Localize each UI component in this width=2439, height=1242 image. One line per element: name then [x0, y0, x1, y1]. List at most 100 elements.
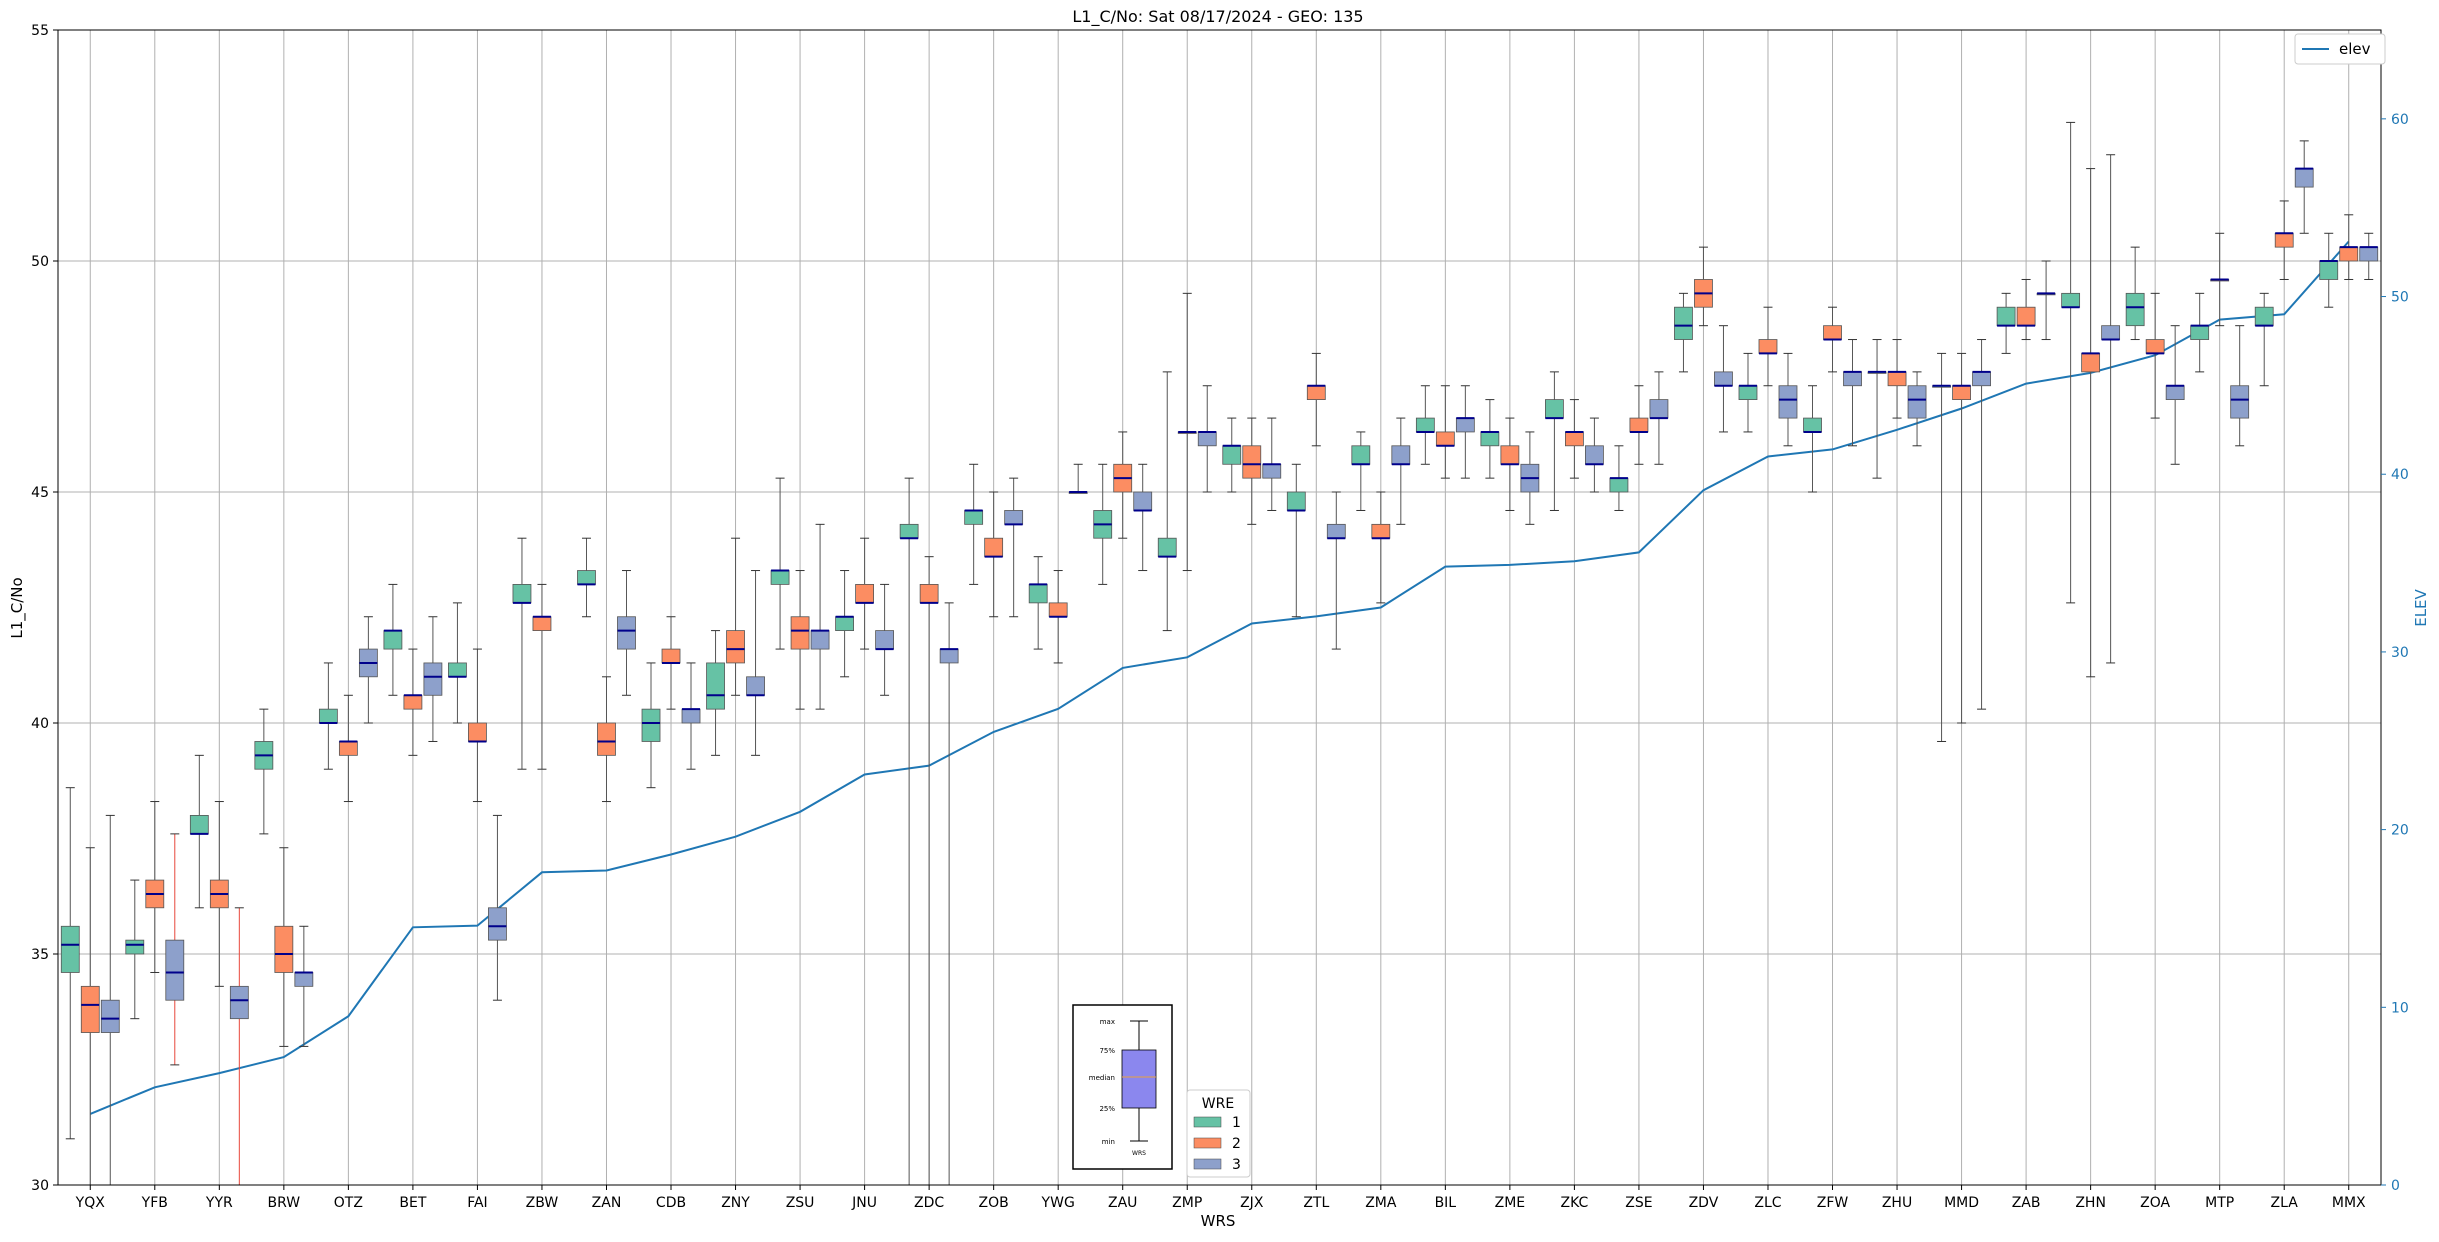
wre-legend-swatch-3: [1193, 1158, 1222, 1170]
x-tick-label: CDB: [656, 1195, 686, 1211]
x-tick-label: ZSU: [786, 1195, 815, 1211]
box-iqr: [2061, 292, 2081, 308]
box-zfw-wre3: [1843, 339, 1862, 447]
box-zhn-wre1: [2061, 121, 2081, 604]
x-tick-label: FAI: [467, 1195, 487, 1211]
wre-legend-title: WRE: [1202, 1096, 1234, 1112]
y-tick-label: 55: [31, 23, 49, 39]
box-iqr: [1758, 339, 1778, 354]
box-iqr: [1778, 385, 1798, 419]
box-iqr: [1738, 385, 1758, 400]
y2-tick-label: 40: [2391, 467, 2409, 483]
box-mtp-wre1: [2190, 292, 2210, 373]
box-yyr-wre1: [189, 754, 209, 909]
box-zbw-wre1: [512, 537, 532, 770]
x-tick-label: ZME: [1495, 1195, 1526, 1211]
box-iqr: [706, 662, 725, 710]
box-mmx-wre3: [2359, 232, 2379, 280]
box-iqr: [1351, 445, 1371, 465]
box-iqr: [726, 630, 745, 664]
box-iqr: [512, 584, 532, 604]
box-iqr: [1996, 306, 2016, 327]
box-iqr: [1157, 537, 1177, 558]
box-iqr: [1028, 584, 1048, 604]
box-jnu-wre2: [855, 537, 874, 650]
box-zme-wre3: [1520, 431, 1540, 525]
box-bet-wre2: [403, 648, 423, 756]
box-zdc-wre2: [919, 556, 939, 1186]
x-tick-label: ZJX: [1240, 1195, 1264, 1211]
box-zoa-wre3: [2165, 325, 2185, 465]
box-zob-wre2: [984, 491, 1004, 618]
x-tick-label: MMD: [1944, 1195, 1979, 1211]
box-otz-wre3: [358, 616, 378, 724]
box-key: max 75% median 25% min WRS: [1072, 1004, 1173, 1170]
wre-legend-swatch-1: [1193, 1116, 1222, 1128]
y2-axis-label: ELEV: [2412, 588, 2430, 626]
y2-tick-label: 20: [2391, 823, 2409, 839]
box-iqr: [1435, 431, 1455, 447]
box-iqr: [2125, 292, 2145, 327]
box-iqr: [2274, 232, 2294, 248]
box-iqr: [899, 523, 919, 539]
box-iqr: [189, 815, 209, 835]
wre-legend-label-2: 2: [1232, 1136, 1241, 1152]
box-cdb-wre2: [661, 616, 681, 710]
x-tick-label: ZOA: [2140, 1195, 2170, 1211]
box-iqr: [294, 972, 314, 987]
wre-legend-label-1: 1: [1232, 1115, 1241, 1131]
box-iqr: [1242, 445, 1262, 479]
box-key-label-median: median: [1089, 1074, 1115, 1082]
x-tick-label: ZHN: [2075, 1195, 2106, 1211]
box-iqr: [165, 939, 185, 1001]
box-zjx-wre2: [1242, 417, 1262, 525]
box-zob-wre3: [1004, 477, 1024, 618]
x-tick-label: YFB: [141, 1195, 168, 1211]
box-brw-wre1: [254, 708, 274, 835]
plot-frame: [57, 29, 2382, 1186]
box-key-box: [1121, 1049, 1157, 1109]
box-iqr: [2145, 339, 2165, 354]
x-tick-label: ZBW: [526, 1195, 559, 1211]
x-tick-label: ZTL: [1303, 1195, 1329, 1211]
box-iqr: [448, 662, 467, 678]
box-zlc-wre1: [1738, 352, 1758, 433]
box-mmd-wre3: [1972, 339, 1991, 710]
box-iqr: [1455, 417, 1475, 433]
box-iqr: [577, 570, 596, 585]
y2-tick-label: 60: [2391, 112, 2409, 128]
box-iqr: [1306, 385, 1326, 400]
box-yyr-wre2: [209, 801, 229, 987]
box-zlc-wre3: [1778, 352, 1798, 447]
box-iqr: [1222, 445, 1242, 465]
box-iqr: [2319, 260, 2339, 280]
box-otz-wre1: [318, 662, 338, 770]
box-zau-wre1: [1093, 463, 1113, 585]
box-yqx-wre3: [100, 814, 120, 1186]
box-iqr: [939, 648, 959, 664]
box-yqx-wre2: [80, 847, 100, 1186]
box-zse-wre3: [1649, 371, 1669, 465]
box-zma-wre2: [1371, 491, 1391, 604]
y-tick-label: 40: [31, 716, 49, 732]
box-iqr: [2081, 352, 2101, 373]
box-key-caption: WRS: [1132, 1150, 1146, 1157]
box-iqr: [1004, 510, 1024, 525]
y-axis-left: 30 35 40 45 50 55: [31, 23, 58, 1194]
box-mmd-wre1: [1932, 352, 1951, 742]
box-iqr: [532, 616, 552, 631]
box-zab-wre2: [2016, 278, 2036, 341]
x-tick-label: BRW: [268, 1195, 301, 1211]
box-iqr: [2190, 325, 2210, 340]
box-zdc-wre1: [899, 477, 919, 1186]
box-zhn-wre2: [2081, 168, 2101, 678]
box-iqr: [2165, 385, 2185, 400]
x-tick-label: ZDC: [914, 1195, 944, 1211]
box-iqr: [919, 584, 939, 604]
x-tick-label: ZAU: [1108, 1195, 1137, 1211]
box-iqr: [1843, 371, 1862, 387]
box-fai-wre2: [468, 648, 487, 803]
x-tick-label: BET: [399, 1195, 426, 1211]
wre-legend-label-3: 3: [1232, 1157, 1241, 1173]
y2-tick-label: 50: [2391, 290, 2409, 306]
